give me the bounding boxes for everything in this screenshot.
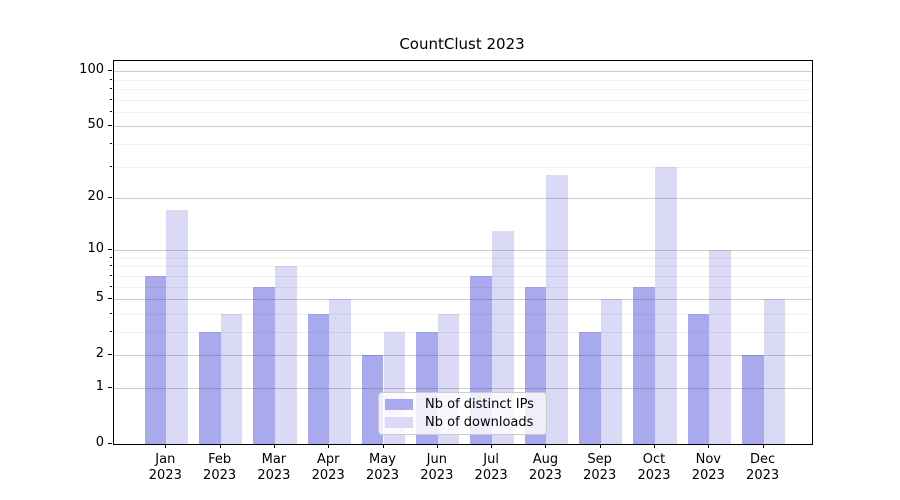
bar-sep-downloads xyxy=(600,299,623,444)
gridline-major-100 xyxy=(114,71,812,73)
legend-item-distinct-ips: Nb of distinct IPs xyxy=(379,395,546,414)
x-tick-jul xyxy=(491,444,493,448)
y-minortick-70 xyxy=(110,98,112,100)
bar-oct-downloads xyxy=(655,166,677,444)
bar-nov-ips xyxy=(687,313,710,444)
bar-mar-ips xyxy=(253,286,275,444)
x-tick-oct xyxy=(654,444,655,448)
bar-apr-downloads xyxy=(329,299,351,444)
x-tick-label-jun: Jun 2023 xyxy=(420,452,454,483)
y-tick-100 xyxy=(108,70,112,72)
gridline-minor-4 xyxy=(114,313,812,315)
bar-jul-downloads xyxy=(492,230,514,444)
y-minortick-7 xyxy=(110,274,112,276)
gridline-minor-8 xyxy=(114,266,812,268)
gridline-major-1 xyxy=(114,387,812,389)
gridline-minor-3 xyxy=(114,331,812,333)
gridline-minor-7 xyxy=(114,275,812,277)
x-tick-sep xyxy=(599,444,601,448)
x-tick-label-jul: Jul 2023 xyxy=(474,452,508,483)
x-tick-jan xyxy=(165,444,167,448)
gridline-major-2 xyxy=(114,355,812,357)
y-tick-label-50: 50 xyxy=(87,117,104,133)
y-tick-label-2: 2 xyxy=(95,346,104,362)
gridline-major-50 xyxy=(114,126,812,128)
x-tick-label-oct: Oct 2023 xyxy=(637,452,671,483)
y-minortick-9 xyxy=(110,256,112,258)
y-tick-label-1: 1 xyxy=(95,378,104,394)
gridline-minor-40 xyxy=(114,143,812,145)
x-tick-label-dec: Dec 2023 xyxy=(746,452,780,483)
gridline-minor-9 xyxy=(114,257,812,259)
y-tick-5 xyxy=(108,298,112,300)
x-tick-jun xyxy=(436,444,438,448)
x-tick-label-apr: Apr 2023 xyxy=(311,452,345,483)
y-minortick-6 xyxy=(110,285,112,287)
gridline-minor-80 xyxy=(114,88,812,90)
x-tick-feb xyxy=(219,444,221,448)
bar-feb-ips xyxy=(198,332,221,444)
x-tick-label-may: May 2023 xyxy=(365,452,400,483)
x-tick-apr xyxy=(328,444,330,448)
y-tick-10 xyxy=(108,249,112,251)
bar-sep-ips xyxy=(579,332,601,444)
y-minortick-3 xyxy=(110,330,112,332)
x-tick-label-jan: Jan 2023 xyxy=(148,452,182,483)
y-tick-2 xyxy=(108,354,112,356)
x-tick-may xyxy=(382,444,384,448)
legend-swatch-downloads xyxy=(385,417,413,429)
legend-swatch-distinct-ips xyxy=(385,398,413,410)
bar-aug-downloads xyxy=(546,174,569,444)
y-minortick-8 xyxy=(110,265,112,267)
bar-apr-ips xyxy=(307,313,330,444)
y-tick-20 xyxy=(108,197,112,198)
x-tick-aug xyxy=(545,444,547,448)
gridline-minor-6 xyxy=(114,286,812,288)
gridline-minor-60 xyxy=(114,111,812,113)
y-tick-50 xyxy=(108,125,112,127)
bar-jan-ips xyxy=(144,275,167,444)
y-tick-label-100: 100 xyxy=(79,62,104,78)
bar-mar-downloads xyxy=(274,266,297,444)
y-minortick-40 xyxy=(110,142,112,144)
y-minortick-90 xyxy=(110,78,112,80)
x-tick-label-aug: Aug 2023 xyxy=(528,452,562,483)
x-tick-nov xyxy=(708,444,710,448)
plot-area xyxy=(113,60,813,445)
y-minortick-80 xyxy=(110,87,112,89)
legend: Nb of distinct IPs Nb of downloads xyxy=(378,392,547,435)
y-minortick-30 xyxy=(110,165,112,167)
bar-dec-downloads xyxy=(763,299,786,444)
bar-oct-ips xyxy=(633,286,655,444)
y-tick-label-5: 5 xyxy=(95,290,104,306)
y-tick-label-10: 10 xyxy=(87,241,104,257)
bar-feb-downloads xyxy=(220,313,243,444)
x-tick-dec xyxy=(762,444,764,448)
x-tick-label-feb: Feb 2023 xyxy=(203,452,237,483)
chart-title: CountClust 2023 xyxy=(399,35,525,53)
y-minortick-4 xyxy=(110,312,112,314)
x-tick-mar xyxy=(273,444,275,448)
gridline-major-20 xyxy=(114,198,812,199)
gridline-minor-70 xyxy=(114,99,812,101)
bar-jan-downloads xyxy=(166,210,188,444)
y-minortick-60 xyxy=(110,110,112,112)
gridline-minor-90 xyxy=(114,79,812,81)
x-tick-label-mar: Mar 2023 xyxy=(257,452,291,483)
x-tick-label-sep: Sep 2023 xyxy=(583,452,617,483)
legend-label-distinct-ips: Nb of distinct IPs xyxy=(425,396,534,412)
gridline-major-10 xyxy=(114,250,812,252)
y-tick-label-20: 20 xyxy=(87,189,104,204)
x-tick-label-nov: Nov 2023 xyxy=(691,452,725,483)
bar-nov-downloads xyxy=(709,250,731,444)
gridline-minor-30 xyxy=(114,166,812,168)
y-tick-1 xyxy=(108,386,112,388)
y-tick-label-0: 0 xyxy=(95,435,104,450)
legend-label-downloads: Nb of downloads xyxy=(425,415,534,431)
y-tick-0 xyxy=(108,443,112,444)
gridline-major-5 xyxy=(114,299,812,301)
legend-item-downloads: Nb of downloads xyxy=(379,414,546,433)
bar-dec-ips xyxy=(741,355,764,444)
